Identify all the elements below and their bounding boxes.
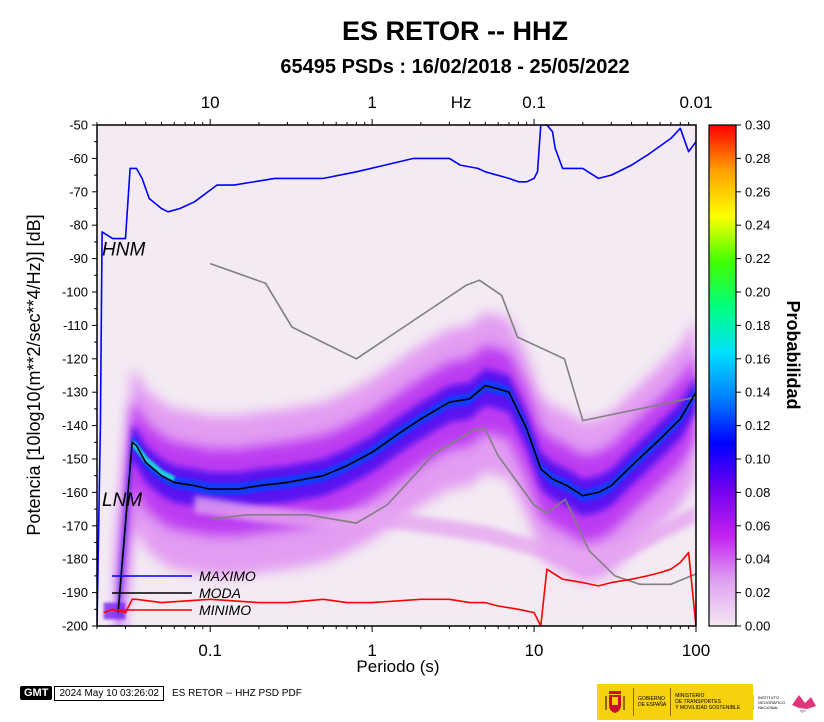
footer: GMT 2024 May 10 03:26:02 ES RETOR -- HHZ… bbox=[20, 684, 302, 702]
y-tick-label: -140 bbox=[62, 418, 88, 433]
lnm-label: LNM bbox=[102, 490, 142, 511]
colorbar-tick-label: 0.20 bbox=[745, 285, 770, 300]
y-tick-label: -130 bbox=[62, 385, 88, 400]
colorbar-tick-label: 0.24 bbox=[745, 218, 770, 233]
ministry-line-1: MINISTERIO bbox=[675, 693, 705, 699]
ign-line-1: INSTITUTO bbox=[758, 694, 780, 700]
y-tick-label: -200 bbox=[62, 619, 88, 634]
gov-text: GOBIERNO DE ESPAÑA bbox=[633, 688, 670, 716]
chart-subtitle: 65495 PSDs : 16/02/2018 - 25/05/2022 bbox=[280, 56, 630, 78]
top-tick-label: 0.1 bbox=[522, 93, 546, 112]
ministry-text: MINISTERIO DE TRANSPORTES Y MOVILIDAD SO… bbox=[670, 688, 744, 716]
x-tick-label: 100 bbox=[682, 641, 710, 660]
noise-models bbox=[209, 262, 696, 586]
y-tick-label: -170 bbox=[62, 518, 88, 533]
y-tick-label: -150 bbox=[62, 452, 88, 467]
x-tick-label: 1 bbox=[367, 641, 376, 660]
colorbar-tick-label: 0.16 bbox=[745, 351, 770, 366]
gov-line-1: GOBIERNO bbox=[638, 696, 665, 702]
government-logo: GOBIERNO DE ESPAÑA MINISTERIO DE TRANSPO… bbox=[597, 684, 753, 720]
colorbar-tick-label: 0.22 bbox=[745, 251, 770, 266]
y-tick-label: -80 bbox=[69, 218, 88, 233]
y-tick-label: -100 bbox=[62, 285, 88, 300]
ign-line-2: GEOGRÁFICO bbox=[758, 699, 786, 705]
y-tick-label: -180 bbox=[62, 552, 88, 567]
legend-label-minimo: MINIMO bbox=[199, 602, 251, 618]
y-tick-label: -110 bbox=[63, 318, 88, 333]
y-tick-label: -60 bbox=[69, 151, 88, 166]
model-labels: HNM LNM bbox=[102, 239, 145, 511]
timestamp: 2024 May 10 03:26:02 bbox=[54, 685, 164, 701]
y-axis: -50 -60 -70 -80 -90 -100 -110 -120 -130 -140 -150 -… bbox=[62, 118, 97, 634]
ign-mark-icon: ign bbox=[792, 695, 817, 713]
colorbar-label: Probabilidad bbox=[783, 300, 803, 409]
density-low-blob bbox=[103, 602, 126, 620]
colorbar-tick-label: 0.10 bbox=[745, 452, 770, 467]
svg-text:ign: ign bbox=[800, 708, 805, 713]
colorbar-tick-label: 0.06 bbox=[745, 518, 770, 533]
series-moda bbox=[117, 384, 696, 613]
colorbar-tick-label: 0.02 bbox=[745, 585, 770, 600]
colorbar-tick-label: 0.26 bbox=[745, 184, 770, 199]
x-axis: 0.1 1 10 100 bbox=[96, 626, 710, 660]
y-tick-label: -160 bbox=[62, 485, 88, 500]
top-axis-unit: Hz bbox=[451, 93, 472, 112]
coat-of-arms-icon bbox=[603, 688, 627, 716]
x-tick-label: 10 bbox=[525, 641, 544, 660]
top-frequency-axis: 10 1 0.1 0.01 Hz bbox=[96, 93, 713, 125]
gov-line-2: DE ESPAÑA bbox=[638, 702, 667, 708]
y-tick-label: -190 bbox=[62, 585, 88, 600]
colorbar-tick-label: 0.08 bbox=[745, 485, 770, 500]
colorbar-tick-label: 0.18 bbox=[745, 318, 770, 333]
y-tick-label: -50 bbox=[69, 118, 88, 133]
gmt-logo: GMT bbox=[20, 686, 53, 700]
footer-caption: ES RETOR -- HHZ PSD PDF bbox=[171, 687, 302, 699]
colorbar-scale bbox=[708, 124, 737, 627]
y-axis-label: Potencia [10log10(m**2/sec**4/Hz)] [dB] bbox=[24, 214, 44, 535]
colorbar-tick-label: 0.14 bbox=[745, 385, 770, 400]
legend-label-maximo: MAXIMO bbox=[199, 568, 256, 584]
density-secondary bbox=[194, 495, 696, 570]
y-tick-label: -70 bbox=[69, 184, 88, 199]
ign-logo: INSTITUTO GEOGRÁFICO NACIONAL ign bbox=[753, 684, 824, 720]
ministry-line-3: Y MOVILIDAD SOSTENIBLE bbox=[675, 705, 741, 711]
series-lines bbox=[97, 125, 696, 626]
hnm-line bbox=[209, 262, 696, 422]
series-minimo bbox=[103, 551, 696, 626]
colorbar-tick-label: 0.12 bbox=[745, 418, 770, 433]
y-tick-label: -120 bbox=[62, 351, 88, 366]
top-tick-label: 1 bbox=[367, 93, 376, 112]
y-tick-label: -90 bbox=[69, 251, 88, 266]
legend-label-moda: MODA bbox=[199, 585, 241, 601]
ministry-line-2: DE TRANSPORTES bbox=[675, 699, 721, 705]
lnm-line bbox=[210, 428, 696, 586]
colorbar-tick-label: 0.04 bbox=[745, 552, 770, 567]
chart-title: ES RETOR -- HHZ bbox=[341, 16, 568, 46]
x-tick-label: 0.1 bbox=[198, 641, 222, 660]
series-maximo bbox=[97, 125, 696, 626]
hnm-label: HNM bbox=[102, 239, 145, 260]
colorbar-tick-label: 0.00 bbox=[745, 619, 770, 634]
colorbar-tick-label: 0.28 bbox=[745, 151, 770, 166]
ign-line-3: NACIONAL bbox=[758, 704, 779, 710]
colorbar: 0.30 0.28 0.26 0.24 0.22 0.20 0.18 0.16 0.14 0.12… bbox=[708, 118, 770, 634]
top-tick-label: 10 bbox=[201, 93, 220, 112]
top-tick-label: 0.01 bbox=[679, 93, 712, 112]
x-axis-label: Periodo (s) bbox=[356, 657, 439, 676]
colorbar-tick-label: 0.30 bbox=[745, 118, 770, 133]
